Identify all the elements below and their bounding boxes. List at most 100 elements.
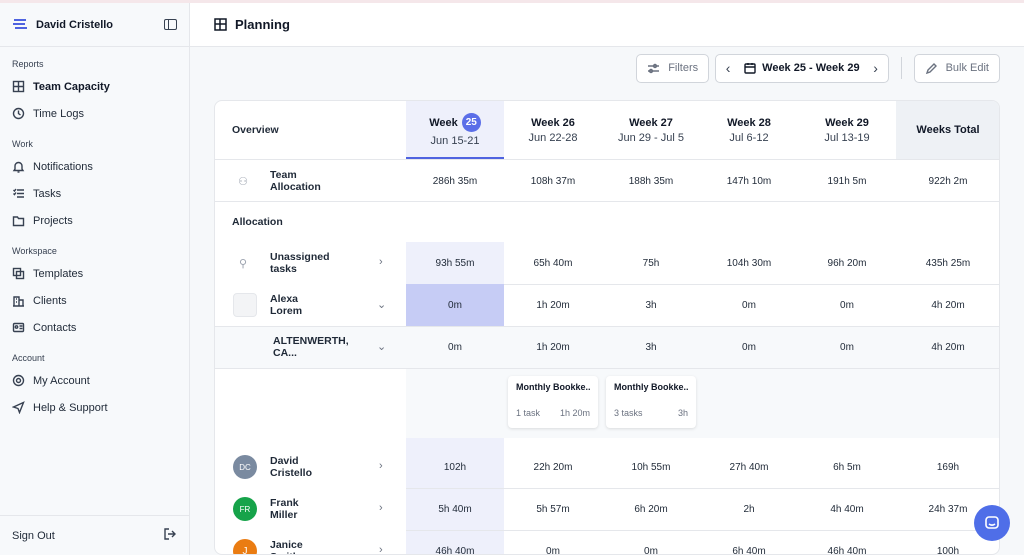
week-header-26[interactable]: Week 26 Jun 22-28 xyxy=(504,101,602,159)
week-header-29[interactable]: Week 29 Jul 13-19 xyxy=(798,101,896,159)
week-header-27[interactable]: Week 27 Jun 29 - Jul 5 xyxy=(602,101,700,159)
allocation-cell[interactable]: 75h xyxy=(642,257,660,269)
allocation-cell[interactable]: 5h 57m xyxy=(536,503,570,515)
calendar-icon xyxy=(744,63,756,74)
allocation-cell[interactable]: 6h 5m xyxy=(833,461,861,473)
task-summary-card[interactable]: Monthly Bookke... 1 task 1h 20m xyxy=(508,376,598,428)
sidebar-item-tasks[interactable]: Tasks xyxy=(0,180,189,207)
week-header-25[interactable]: Week 25 Jun 15-21 xyxy=(406,101,504,159)
sidebar-item-label: Contacts xyxy=(33,321,77,334)
task-card-title: Monthly Bookke... xyxy=(614,382,688,392)
building-icon xyxy=(12,294,25,307)
chevron-right-icon[interactable]: › xyxy=(379,256,383,268)
chevron-right-icon[interactable]: › xyxy=(873,60,878,76)
chat-support-button[interactable] xyxy=(974,505,1010,541)
allocation-cell[interactable]: 65h 40m xyxy=(533,257,573,269)
sign-out-button[interactable]: Sign Out xyxy=(12,529,55,542)
allocation-cell[interactable]: 0m xyxy=(406,284,504,326)
logout-icon[interactable] xyxy=(163,527,177,544)
allocation-cell[interactable]: 0m xyxy=(546,545,560,555)
allocation-cell[interactable]: 96h 20m xyxy=(827,257,867,269)
row-name[interactable]: Alexa Lorem xyxy=(270,293,303,317)
expanded-row-bg xyxy=(215,326,999,368)
week-range-display[interactable]: Week 25 - Week 29 xyxy=(740,62,863,74)
allocation-cell[interactable]: 27h 40m xyxy=(729,461,769,473)
sidebar-item-templates[interactable]: Templates xyxy=(0,260,189,287)
chat-icon xyxy=(985,516,999,529)
planning-grid-icon xyxy=(214,18,227,31)
allocation-cell[interactable]: 5h 40m xyxy=(438,503,472,515)
week-header-28[interactable]: Week 28 Jul 6-12 xyxy=(700,101,798,159)
row-name[interactable]: ALTENWERTH, CA... xyxy=(273,335,349,359)
allocation-cell[interactable]: 0m xyxy=(742,299,756,311)
team-allocation-icon: ⚇ xyxy=(238,175,248,188)
sidebar-item-projects[interactable]: Projects xyxy=(0,207,189,234)
week-range-picker: ‹ Week 25 - Week 29 › xyxy=(715,53,889,83)
allocation-cell[interactable]: 0m xyxy=(840,299,854,311)
row-name[interactable]: Janice Smith xyxy=(270,539,303,554)
allocation-cell[interactable]: 104h 30m xyxy=(726,257,772,269)
filters-button[interactable]: Filters xyxy=(636,53,710,83)
allocation-cell[interactable]: 93h 55m xyxy=(435,257,475,269)
sidebar-item-notifications[interactable]: Notifications xyxy=(0,153,189,180)
chevron-right-icon[interactable]: › xyxy=(379,460,383,472)
allocation-cell[interactable]: 46h 40m xyxy=(827,545,867,555)
allocation-cell[interactable]: 22h 20m xyxy=(533,461,573,473)
sidebar-nav: Reports Team Capacity Time Logs Work Notific… xyxy=(0,59,189,421)
allocation-cell[interactable]: 0m xyxy=(448,341,462,353)
sidebar-collapse-icon[interactable] xyxy=(164,19,177,30)
chevron-down-icon[interactable]: ⌄ xyxy=(377,341,387,353)
sidebar-item-label: Team Capacity xyxy=(33,80,110,93)
row-name[interactable]: Unassigned tasks xyxy=(270,251,330,275)
allocation-cell[interactable]: 4h 40m xyxy=(830,503,864,515)
sidebar-item-time-logs[interactable]: Time Logs xyxy=(0,100,189,127)
sidebar-item-my-account[interactable]: My Account xyxy=(0,367,189,394)
chevron-down-icon[interactable]: ⌄ xyxy=(377,299,387,311)
bulk-edit-label: Bulk Edit xyxy=(945,62,989,74)
row-total: 100h xyxy=(936,545,960,555)
allocation-cell[interactable]: 10h 55m xyxy=(631,461,671,473)
row-name[interactable]: Frank Miller xyxy=(270,497,299,521)
allocation-cell[interactable]: 0m xyxy=(644,545,658,555)
allocation-cell[interactable]: 3h xyxy=(645,299,657,311)
send-icon xyxy=(12,401,25,414)
week-title: Week 28 xyxy=(727,117,771,129)
sidebar-section-reports: Reports xyxy=(12,59,44,69)
allocation-cell[interactable]: 2h xyxy=(743,503,755,515)
grid-icon xyxy=(12,80,25,93)
allocation-cell[interactable]: 102h xyxy=(443,461,467,473)
row-divider xyxy=(406,284,999,285)
week-25-column-bg-bottom xyxy=(406,438,504,554)
alexa-divider xyxy=(215,326,999,327)
task-card-footer: 1 task 1h 20m xyxy=(516,408,590,418)
week-25-highlight xyxy=(406,101,504,159)
sidebar-item-help-support[interactable]: Help & Support xyxy=(0,394,189,421)
row-name[interactable]: David Cristello xyxy=(270,455,313,479)
week-title: Week 25 xyxy=(429,113,481,132)
allocation-cell[interactable]: 0m xyxy=(742,341,756,353)
chevron-right-icon[interactable]: › xyxy=(379,502,383,514)
task-summary-card[interactable]: Monthly Bookke... 3 tasks 3h xyxy=(606,376,696,428)
week-dates: Jun 22-28 xyxy=(528,131,578,144)
allocation-cell[interactable]: 1h 20m xyxy=(536,299,570,311)
allocation-cell[interactable]: 1h 20m xyxy=(536,341,570,353)
team-allocation-label: Team Allocation xyxy=(270,169,321,193)
main-area: Planning Filters ‹ Week 25 - Week 29 › B… xyxy=(190,3,1024,555)
sidebar-item-team-capacity[interactable]: Team Capacity xyxy=(0,73,189,100)
week-25-column-bg-top xyxy=(406,242,504,284)
week-title: Week 29 xyxy=(825,117,869,129)
toolbar-divider xyxy=(900,57,902,79)
week-title-text: Week 26 xyxy=(531,116,575,129)
allocation-cell[interactable]: 3h xyxy=(645,341,657,353)
chevron-left-icon[interactable]: ‹ xyxy=(725,60,731,76)
gear-icon xyxy=(12,374,25,387)
allocation-cell[interactable]: 6h 40m xyxy=(732,545,766,555)
allocation-cell[interactable]: 0m xyxy=(840,341,854,353)
sidebar-item-contacts[interactable]: Contacts xyxy=(0,314,189,341)
bulk-edit-button[interactable]: Bulk Edit xyxy=(913,53,1000,83)
row-divider xyxy=(406,488,999,489)
allocation-cell[interactable]: 6h 20m xyxy=(634,503,668,515)
sidebar-item-clients[interactable]: Clients xyxy=(0,287,189,314)
chevron-right-icon[interactable]: › xyxy=(379,544,383,555)
allocation-cell[interactable]: 46h 40m xyxy=(435,545,475,555)
